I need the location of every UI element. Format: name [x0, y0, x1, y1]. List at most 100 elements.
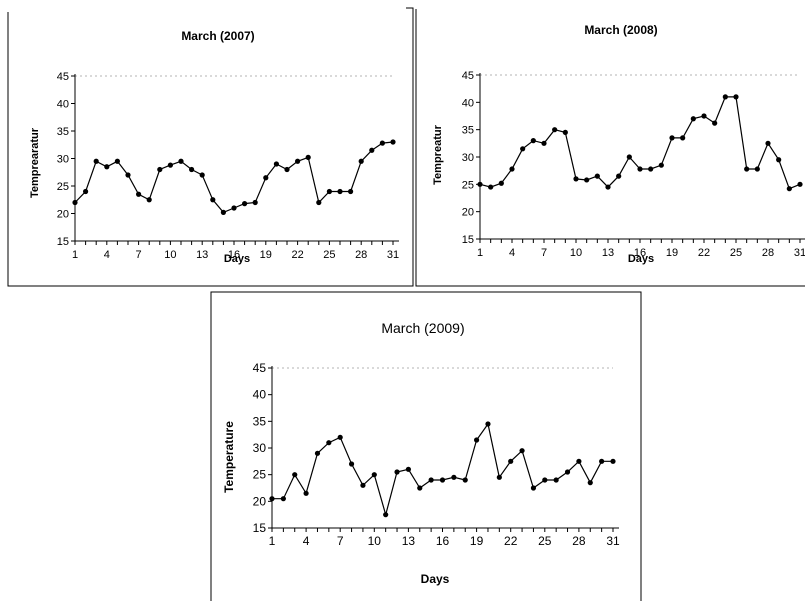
data-point	[360, 482, 366, 488]
chart-2009: March (2009) Temperature Days 15 20 25 30 35…	[210, 291, 642, 601]
data-point	[605, 184, 611, 190]
x-tick-label: 16	[228, 249, 240, 261]
y-tick-label: 45	[462, 70, 474, 82]
data-point	[383, 512, 389, 518]
data-point	[669, 135, 675, 141]
data-point	[371, 472, 377, 478]
y-tick-label: 40	[253, 388, 267, 402]
data-point	[348, 461, 355, 467]
y-tick-label: 45	[253, 361, 267, 375]
data-point	[474, 437, 480, 443]
data-point	[786, 186, 792, 192]
x-tick-label: 7	[541, 247, 547, 259]
x-tick-label: 1	[269, 534, 276, 548]
data-point	[178, 158, 184, 164]
y-tick-label: 25	[57, 181, 69, 193]
chart-frame	[7, 7, 414, 287]
x-tick-label: 25	[323, 249, 335, 261]
y-tick-label: 20	[462, 207, 474, 219]
data-point	[280, 496, 286, 502]
x-tick-label: 22	[504, 534, 518, 548]
x-tick-label: 4	[303, 534, 310, 548]
data-point	[509, 166, 515, 172]
y-tick-label: 25	[253, 468, 267, 482]
data-point	[648, 166, 654, 172]
data-point	[231, 205, 237, 211]
data-point	[712, 120, 718, 126]
data-point	[295, 158, 301, 164]
data-point	[485, 421, 491, 427]
data-point	[189, 166, 195, 173]
x-tick-label: 28	[572, 534, 586, 548]
data-point	[428, 477, 434, 483]
x-tick-label: 10	[164, 249, 176, 261]
x-tick-label: 31	[606, 534, 620, 548]
data-point	[530, 138, 536, 144]
data-point	[314, 450, 321, 456]
data-point	[701, 113, 707, 119]
chart-panel-2008: March (2008) Tempreatur Days 15 20 25 30 35 4…	[415, 3, 805, 287]
x-tick-label: 22	[291, 249, 303, 261]
data-point	[292, 472, 298, 478]
y-tick-label: 40	[462, 97, 474, 109]
data-point	[733, 94, 739, 100]
data-point	[552, 127, 558, 133]
data-point	[326, 188, 332, 195]
data-point	[417, 485, 423, 491]
data-point	[136, 191, 142, 197]
x-tick-label: 31	[387, 249, 399, 261]
x-tick-label: 19	[666, 247, 678, 259]
data-point	[93, 158, 99, 164]
data-point	[337, 434, 343, 440]
x-axis-label: Days	[421, 572, 450, 586]
chart-2008: March (2008) Tempreatur Days 15 20 25 30 35 4…	[415, 9, 805, 287]
plot-area: 15 20 25 30 35 40 45 1 4 7 10 13 16 19 22 25 28 31	[462, 70, 805, 259]
data-point	[284, 166, 290, 173]
chart-title: March (2008)	[584, 23, 657, 37]
data-point	[722, 94, 728, 100]
data-point	[167, 162, 173, 168]
data-point	[242, 201, 248, 207]
series-line	[74, 141, 394, 214]
series-line	[272, 422, 613, 517]
y-tick-label: 15	[57, 236, 69, 248]
data-point	[358, 158, 364, 164]
chart-2007: March (2007) Temprearatur Days 15 20 25 30 3…	[7, 7, 414, 287]
data-point	[616, 173, 622, 179]
data-point	[626, 154, 632, 160]
x-tick-label: 28	[762, 247, 774, 259]
x-tick-label: 10	[368, 534, 382, 548]
data-point	[210, 197, 216, 203]
data-point	[477, 181, 483, 187]
y-tick-label: 30	[253, 441, 267, 455]
chart-frame	[415, 9, 805, 287]
data-point	[337, 188, 343, 195]
data-point	[765, 140, 771, 146]
data-point	[530, 485, 537, 491]
data-point	[462, 477, 468, 483]
data-point	[797, 181, 803, 187]
data-point	[744, 166, 750, 172]
data-point	[439, 477, 446, 483]
x-tick-label: 7	[337, 534, 344, 548]
data-point	[394, 469, 400, 475]
x-axis-label: Days	[224, 253, 250, 265]
chart-title: March (2007)	[181, 29, 254, 43]
data-point	[303, 490, 309, 496]
data-point	[114, 158, 120, 164]
chart-title: March (2009)	[381, 320, 464, 336]
plot-area: 15 20 25 30 35 40 45 1 4 7 10 13 16 19 22 25 28 31	[253, 361, 620, 548]
y-axis-label: Temperature	[222, 421, 236, 493]
data-point	[146, 197, 152, 203]
data-point	[498, 180, 504, 186]
plot-area: 15 20 25 30 35 40 45 1 4 7 10 13 16 19 22 25 28 31	[57, 71, 399, 261]
data-point	[599, 458, 605, 464]
x-tick-label: 10	[570, 247, 582, 259]
x-tick-label: 16	[634, 247, 646, 259]
chart-panel-2007: March (2007) Temprearatur Days 15 20 25 30 3…	[0, 0, 414, 287]
data-point	[405, 466, 411, 472]
x-tick-label: 31	[794, 247, 805, 259]
data-point	[594, 173, 600, 179]
x-tick-label: 4	[509, 247, 515, 259]
y-axis-label: Tempreatur	[432, 124, 444, 184]
